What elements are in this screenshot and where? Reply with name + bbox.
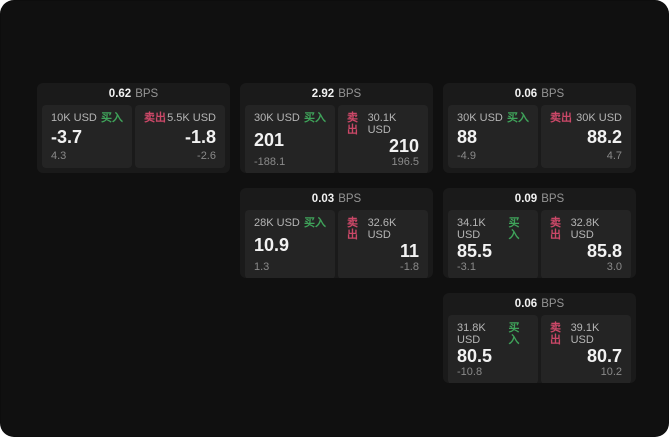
- bps-value: 0.03: [311, 193, 335, 205]
- sell-price: 210: [388, 136, 419, 156]
- buy-panel[interactable]: 28K USD 买入 10.9 1.3: [245, 210, 335, 278]
- bps-unit-label: BPS: [135, 88, 159, 100]
- buy-sub-value: -10.8: [457, 366, 483, 378]
- buy-price: -3.7: [51, 127, 83, 147]
- buy-side-label: 买入: [508, 322, 520, 346]
- sell-panel[interactable]: 卖出 32.6K USD 11 -1.8: [338, 210, 428, 278]
- buy-notional: 31.8K USD: [457, 322, 486, 346]
- buy-notional: 30K USD: [254, 112, 300, 124]
- sell-sub-value: 3.0: [606, 261, 622, 273]
- quote-card: 0.06 BPS 30K USD 买入 88 -4.9 卖出 30K USD: [443, 83, 636, 173]
- sell-side-label: 卖出: [347, 112, 358, 136]
- sell-panel[interactable]: 卖出 30.1K USD 210 196.5: [338, 105, 428, 173]
- buy-panel[interactable]: 30K USD 买入 201 -188.1: [245, 105, 335, 173]
- sell-side-label: 卖出: [550, 322, 561, 346]
- price-panels: 31.8K USD 买入 80.5 -10.8 卖出 39.1K USD 80.…: [443, 315, 636, 383]
- sell-notional: 39.1K USD: [570, 322, 600, 346]
- sell-price: 85.8: [586, 241, 622, 261]
- bps-unit-label: BPS: [541, 88, 565, 100]
- sell-sub-value: 196.5: [391, 156, 419, 168]
- sell-panel[interactable]: 卖出 5.5K USD -1.8 -2.6: [135, 105, 225, 168]
- buy-sub-value: -4.9: [457, 150, 476, 162]
- sell-price: -1.8: [184, 127, 216, 147]
- buy-notional: 30K USD: [457, 112, 503, 124]
- buy-sub-value: 1.3: [254, 261, 270, 273]
- sell-price: 11: [399, 241, 419, 261]
- buy-panel[interactable]: 30K USD 买入 88 -4.9: [448, 105, 538, 168]
- buy-price: 201: [254, 130, 285, 150]
- buy-side-label: 买入: [508, 217, 520, 241]
- sell-price: 80.7: [586, 346, 622, 366]
- card-header: 2.92 BPS: [240, 83, 433, 105]
- sell-notional: 30K USD: [576, 112, 622, 124]
- sell-sub-value: 4.7: [606, 150, 622, 162]
- buy-panel[interactable]: 10K USD 买入 -3.7 4.3: [42, 105, 132, 168]
- sell-side-label: 卖出: [347, 217, 358, 241]
- bps-unit-label: BPS: [338, 88, 362, 100]
- sell-notional: 32.6K USD: [367, 217, 397, 241]
- bps-value: 0.62: [108, 88, 132, 100]
- bps-value: 0.09: [514, 193, 538, 205]
- bps-value: 2.92: [311, 88, 335, 100]
- sell-panel[interactable]: 卖出 32.8K USD 85.8 3.0: [541, 210, 631, 278]
- sell-notional: 32.8K USD: [570, 217, 600, 241]
- price-panels: 34.1K USD 买入 85.5 -3.1 卖出 32.8K USD 85.8…: [443, 210, 636, 278]
- quote-card: 0.06 BPS 31.8K USD 买入 80.5 -10.8 卖出 39.1…: [443, 293, 636, 383]
- bps-unit-label: BPS: [541, 298, 565, 310]
- price-panels: 10K USD 买入 -3.7 4.3 卖出 5.5K USD -1.8 -2.…: [37, 105, 230, 173]
- quote-card: 0.09 BPS 34.1K USD 买入 85.5 -3.1 卖出 32.8K…: [443, 188, 636, 278]
- buy-side-label: 买入: [101, 112, 123, 124]
- bps-value: 0.06: [514, 298, 538, 310]
- buy-side-label: 买入: [507, 112, 529, 124]
- bps-value: 0.06: [514, 88, 538, 100]
- buy-sub-value: -188.1: [254, 156, 286, 168]
- quote-card: 0.03 BPS 28K USD 买入 10.9 1.3 卖出 32.6K US…: [240, 188, 433, 278]
- card-header: 0.06 BPS: [443, 83, 636, 105]
- card-header: 0.09 BPS: [443, 188, 636, 210]
- sell-notional: 30.1K USD: [367, 112, 397, 136]
- sell-panel[interactable]: 卖出 30K USD 88.2 4.7: [541, 105, 631, 168]
- sell-side-label: 卖出: [550, 112, 572, 124]
- buy-notional: 28K USD: [254, 217, 300, 229]
- quote-card: 0.62 BPS 10K USD 买入 -3.7 4.3 卖出 5.5K USD: [37, 83, 230, 173]
- sell-sub-value: 10.2: [600, 366, 622, 378]
- buy-sub-value: 4.3: [51, 150, 67, 162]
- buy-price: 88: [457, 127, 478, 147]
- buy-panel[interactable]: 31.8K USD 买入 80.5 -10.8: [448, 315, 538, 383]
- buy-notional: 10K USD: [51, 112, 97, 124]
- card-header: 0.62 BPS: [37, 83, 230, 105]
- sell-panel[interactable]: 卖出 39.1K USD 80.7 10.2: [541, 315, 631, 383]
- sell-side-label: 卖出: [144, 112, 166, 124]
- card-header: 0.03 BPS: [240, 188, 433, 210]
- buy-price: 85.5: [457, 241, 493, 261]
- card-header: 0.06 BPS: [443, 293, 636, 315]
- buy-notional: 34.1K USD: [457, 217, 486, 241]
- sell-side-label: 卖出: [550, 217, 561, 241]
- quote-grid: 0.62 BPS 10K USD 买入 -3.7 4.3 卖出 5.5K USD: [37, 83, 636, 383]
- sell-notional: 5.5K USD: [167, 112, 216, 124]
- price-panels: 30K USD 买入 201 -188.1 卖出 30.1K USD 210 1…: [240, 105, 433, 173]
- sell-sub-value: -2.6: [197, 150, 216, 162]
- buy-side-label: 买入: [304, 112, 326, 124]
- buy-panel[interactable]: 34.1K USD 买入 85.5 -3.1: [448, 210, 538, 278]
- buy-price: 10.9: [254, 235, 290, 255]
- buy-side-label: 买入: [304, 217, 326, 229]
- bps-unit-label: BPS: [338, 193, 362, 205]
- bps-unit-label: BPS: [541, 193, 565, 205]
- buy-sub-value: -3.1: [457, 261, 476, 273]
- price-panels: 30K USD 买入 88 -4.9 卖出 30K USD 88.2 4.7: [443, 105, 636, 173]
- price-panels: 28K USD 买入 10.9 1.3 卖出 32.6K USD 11 -1.8: [240, 210, 433, 278]
- sell-sub-value: -1.8: [400, 261, 419, 273]
- sell-price: 88.2: [586, 127, 622, 147]
- buy-price: 80.5: [457, 346, 493, 366]
- quote-card: 2.92 BPS 30K USD 买入 201 -188.1 卖出 30.1K …: [240, 83, 433, 173]
